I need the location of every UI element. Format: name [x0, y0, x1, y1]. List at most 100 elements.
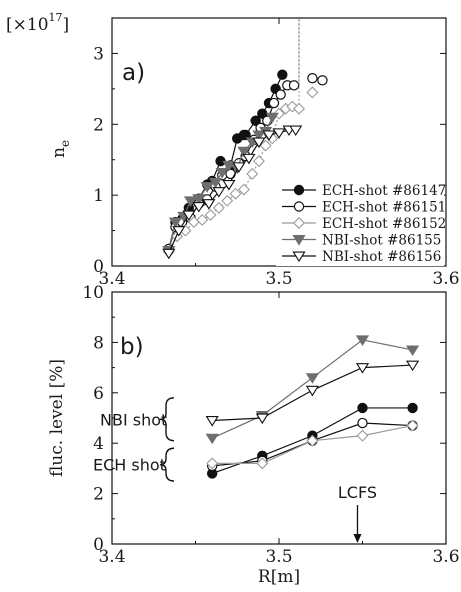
- point-a-4-5: [212, 187, 226, 198]
- legend-marker-0: [293, 184, 305, 196]
- point-a-3-3: [183, 196, 198, 207]
- point-a-2-17: [293, 102, 306, 115]
- b-ytick-label: 0: [93, 535, 104, 555]
- point-b-3-0: [205, 433, 219, 445]
- panel-a-label: a): [122, 60, 145, 86]
- a-ytick-label: 2: [93, 115, 104, 135]
- point-a-2-5: [204, 209, 217, 221]
- point-b-3-4: [406, 345, 420, 357]
- point-a-2-12: [259, 139, 272, 152]
- point-a-4-10: [262, 130, 276, 141]
- b-ytick-label: 10: [82, 283, 104, 303]
- point-b-0-3: [357, 402, 368, 414]
- panel-b-xlabel: R[m]: [258, 567, 300, 587]
- point-a-0-11: [240, 129, 251, 141]
- point-a-0-16: [277, 69, 288, 80]
- point-a-0-12: [250, 115, 261, 126]
- point-a-3-7: [215, 167, 229, 179]
- point-b-2-1: [256, 457, 269, 470]
- point-a-3-1: [168, 217, 183, 229]
- point-a-4-7: [232, 162, 246, 173]
- a-xtick-label: 3.6: [432, 269, 459, 289]
- b-xtick-label: 3.5: [265, 547, 292, 567]
- point-b-4-4: [406, 360, 420, 372]
- point-a-4-1: [172, 226, 186, 237]
- point-a-4-11: [272, 128, 286, 139]
- panel-b-ylabel: fluc. level [%]: [47, 359, 67, 477]
- panel-b-fluctuation-chart: 3.4 3.5 3.6 0 2 4 6 8 10 b) fluc. level [%] R[m]…: [47, 283, 460, 587]
- a-ytick-label: 3: [93, 44, 104, 64]
- b-ytick-label: 4: [93, 434, 104, 454]
- point-a-3-14: [265, 112, 279, 124]
- point-extra-a-2-0: [306, 86, 319, 99]
- panel-a-series: [162, 18, 328, 260]
- point-a-1-15: [275, 89, 286, 100]
- point-a-4-3: [192, 202, 206, 213]
- legend-marker-3: [292, 235, 306, 246]
- point-a-2-6: [212, 201, 225, 214]
- b-ytick-label: 6: [93, 384, 104, 404]
- point-a-4-13: [289, 125, 303, 137]
- point-b-0-4: [407, 402, 418, 414]
- series-b-4: [205, 360, 420, 427]
- nbi-bracket: [159, 397, 175, 442]
- legend-marker-1: [293, 201, 305, 212]
- point-a-2-7: [221, 194, 234, 207]
- point-a-3-10: [237, 146, 251, 158]
- point-b-2-4: [406, 419, 419, 432]
- legend-label-2: ECH-shot #86152: [322, 216, 446, 232]
- point-a-4-2: [182, 210, 196, 222]
- point-a-4-4: [202, 199, 216, 210]
- panel-b-series: [205, 335, 420, 479]
- panel-a-ticks: 3.4 3.5 3.6 0 1 2 3: [93, 18, 460, 289]
- point-b-4-2: [305, 385, 319, 397]
- series-a-4: [162, 125, 303, 260]
- lcfs-arrow-head: [353, 534, 362, 543]
- point-a-2-11: [252, 155, 265, 168]
- a-xtick-label: 3.5: [265, 269, 292, 289]
- a-ytick-label: 1: [93, 186, 104, 206]
- panel-a-scale-factor: [×1017]: [6, 11, 69, 35]
- legend-marker-2: [293, 217, 305, 229]
- legend-label-0: ECH-shot #86147: [322, 183, 446, 199]
- point-a-2-8: [229, 187, 242, 200]
- legend-label-4: NBI-shot #86156: [322, 249, 441, 265]
- point-b-3-2: [305, 373, 319, 384]
- panel-a-density-chart: 3.4 3.5 3.6 0 1 2 3 a) [×1017] ne ECH-shot #86…: [6, 11, 460, 289]
- point-b-1-3: [357, 417, 368, 429]
- point-a-3-12: [252, 130, 266, 141]
- point-a-2-9: [237, 183, 250, 196]
- point-a-4-0: [162, 248, 176, 260]
- b-xtick-label: 3.4: [98, 547, 125, 567]
- legend-label-1: ECH-shot #86151: [322, 200, 446, 216]
- panel-b-ticks: 3.4 3.5 3.6 0 2 4 6 8 10: [82, 283, 459, 567]
- point-a-3-4: [192, 194, 206, 205]
- point-a-1-14: [268, 97, 280, 109]
- panel-b-annotations: NBI shot ECH shot LCFS: [93, 397, 377, 543]
- point-b-2-0: [206, 457, 219, 470]
- point-b-3-3: [355, 335, 370, 346]
- ech-bracket: [159, 447, 175, 482]
- point-b-4-0: [205, 416, 219, 427]
- point-b-2-3: [356, 429, 369, 442]
- panel-b-label: b): [120, 334, 144, 360]
- point-extra-a-1-1: [317, 75, 328, 86]
- point-extra-a-1-0: [307, 73, 318, 84]
- point-a-1-17: [288, 80, 300, 91]
- point-a-3-5: [200, 182, 214, 193]
- point-a-4-8: [242, 153, 256, 165]
- ech-shot-label: ECH shot: [93, 456, 166, 475]
- point-a-1-8: [225, 168, 236, 180]
- lcfs-label: LCFS: [338, 483, 377, 502]
- point-a-2-4: [196, 213, 209, 226]
- panel-a-ylabel: ne: [49, 140, 72, 158]
- series-b-2: [206, 419, 419, 470]
- point-a-3-6: [208, 177, 223, 189]
- b-ytick-label: 8: [93, 333, 104, 353]
- legend-marker-4: [292, 251, 306, 263]
- point-b-4-3: [355, 363, 370, 374]
- a-ytick-label: 0: [93, 257, 104, 277]
- point-b-4-1: [255, 413, 269, 425]
